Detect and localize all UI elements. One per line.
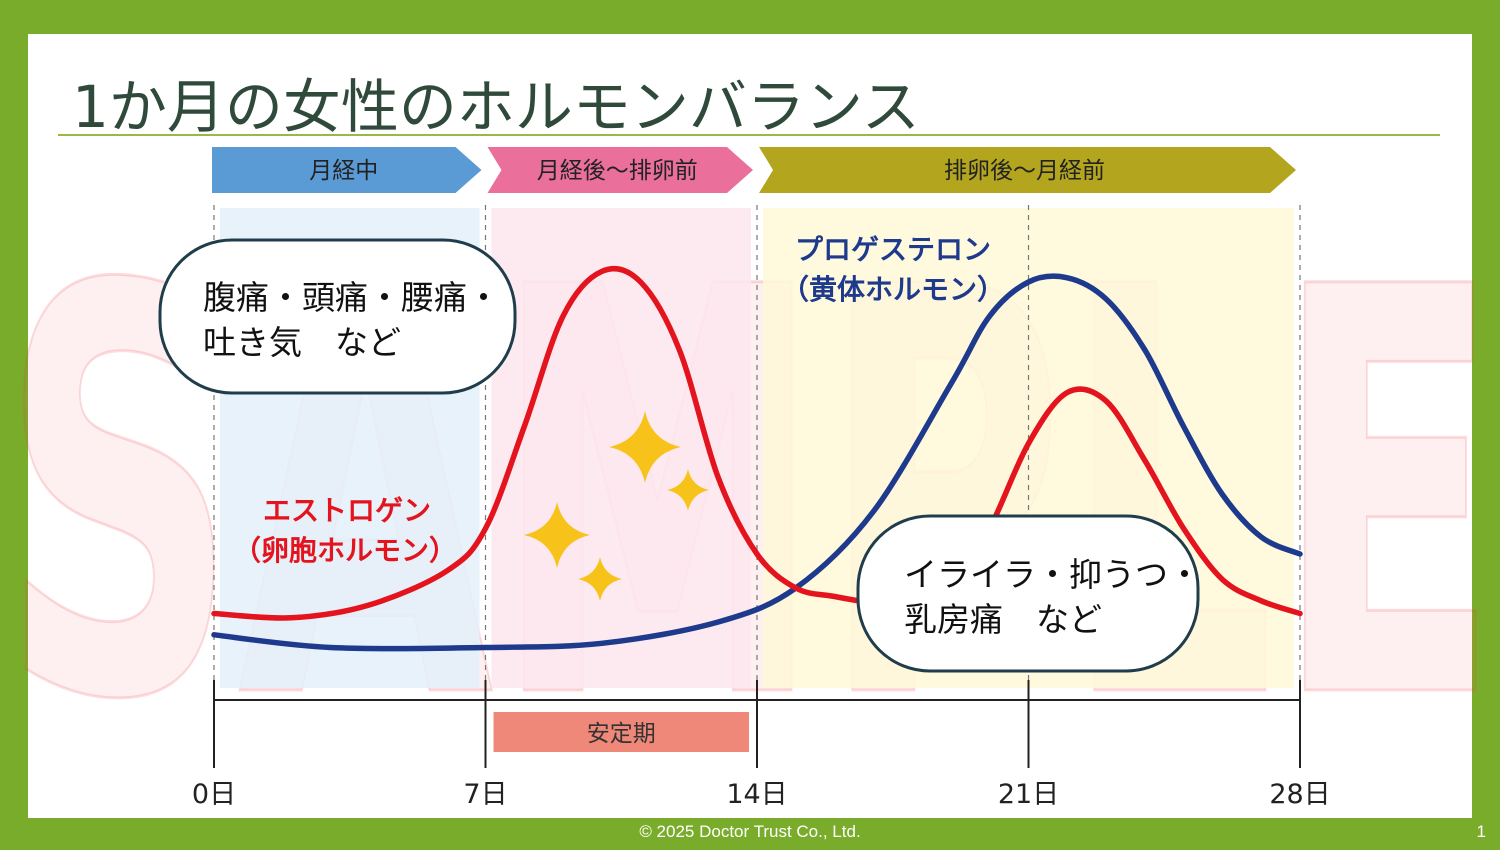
symptom-text: 腹痛・頭痛・腰痛・ [203,278,500,317]
estrogen-label: （卵胞ホルモン） [233,534,457,567]
sparkle-icon [667,469,709,511]
x-tick-label: 21日 [998,779,1059,810]
symptom-text: 乳房痛 など [904,600,1102,639]
phase-arrow-1 [212,147,482,193]
slide-title: 1か月の女性のホルモンバランス [72,73,920,141]
x-tick-label: 0日 [192,779,236,810]
stable-period-box [493,712,749,752]
symptom-text: イライラ・抑うつ・ [904,555,1201,594]
sparkle-icon [609,411,681,483]
x-tick-label: 28日 [1269,779,1330,810]
phase-label-2: 月経後～排卵前 [537,158,698,184]
x-tick-label: 7日 [463,779,507,810]
sparkle-icon [524,502,590,568]
stable-period-label: 安定期 [587,721,656,747]
progesterone-line [211,273,1303,652]
progesterone-label: （黄体ホルモン） [781,273,1005,306]
progesterone-label: プロゲステロン [795,233,991,266]
symptom-box-premenstrual [856,514,1200,673]
estrogen-label: エストロゲン [263,494,431,527]
symptom-box-menstruation [158,238,517,395]
phase-label-3: 排卵後～月経前 [944,158,1105,184]
phase-arrow-2 [487,147,753,193]
sparkle-icon [578,557,622,601]
x-tick-label: 14日 [726,779,787,810]
estrogen-line [211,266,1303,621]
page-number: 1 [1476,822,1486,841]
footer-copyright: © 2025 Doctor Trust Co., Ltd. [639,822,861,841]
phase-label-1: 月経中 [309,158,378,184]
phase-arrow-3 [759,147,1296,193]
symptom-text: 吐き気 など [203,323,401,362]
